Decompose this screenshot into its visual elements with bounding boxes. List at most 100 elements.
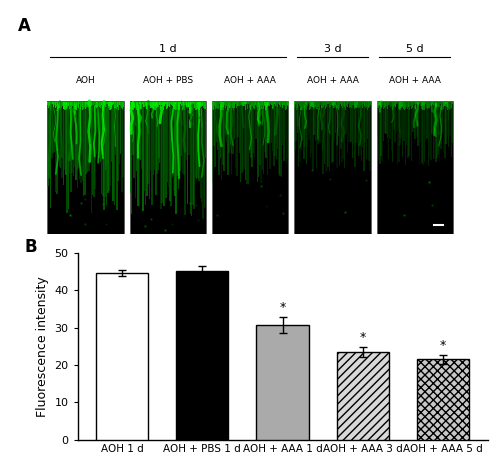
Bar bbox=[202, 102, 203, 106]
Bar bbox=[62, 101, 64, 185]
Bar bbox=[164, 101, 166, 206]
Bar bbox=[218, 102, 220, 104]
Bar bbox=[366, 101, 367, 159]
Bar bbox=[398, 102, 400, 109]
Bar bbox=[268, 102, 270, 105]
Bar bbox=[310, 101, 311, 158]
Bar bbox=[396, 102, 397, 104]
Bar bbox=[440, 102, 442, 110]
Bar bbox=[253, 102, 254, 108]
Bar bbox=[93, 102, 94, 105]
Bar bbox=[221, 101, 222, 180]
Bar bbox=[142, 102, 143, 104]
Bar bbox=[340, 101, 342, 149]
Bar bbox=[166, 101, 168, 182]
Bar bbox=[438, 102, 440, 107]
Bar bbox=[263, 101, 264, 175]
Bar bbox=[94, 101, 96, 189]
Bar bbox=[414, 102, 415, 104]
Bar bbox=[286, 102, 288, 105]
Bar bbox=[72, 101, 73, 173]
Bar bbox=[300, 101, 301, 162]
Bar bbox=[58, 101, 60, 167]
Bar bbox=[205, 102, 206, 109]
Bar bbox=[107, 101, 108, 193]
Bar bbox=[273, 102, 274, 108]
Bar bbox=[262, 102, 264, 109]
Bar bbox=[274, 102, 275, 104]
Bar bbox=[316, 102, 318, 109]
Bar bbox=[254, 101, 256, 157]
Bar bbox=[244, 101, 245, 169]
Bar bbox=[148, 102, 150, 106]
Bar bbox=[272, 102, 274, 110]
Bar bbox=[170, 102, 171, 104]
Bar bbox=[322, 101, 324, 174]
Bar bbox=[121, 102, 122, 109]
Bar bbox=[146, 102, 147, 109]
Bar bbox=[169, 102, 170, 107]
Bar bbox=[187, 101, 188, 204]
Bar bbox=[418, 102, 419, 105]
Bar bbox=[230, 101, 231, 146]
Bar bbox=[212, 102, 213, 109]
Bar bbox=[123, 102, 124, 107]
Bar bbox=[332, 101, 334, 162]
Bar bbox=[106, 101, 108, 205]
Bar bbox=[278, 102, 279, 104]
Bar bbox=[270, 102, 272, 104]
Bar bbox=[134, 101, 136, 197]
Bar bbox=[424, 101, 425, 161]
Bar bbox=[268, 101, 270, 142]
Bar bbox=[252, 101, 253, 167]
Bar bbox=[114, 102, 116, 108]
Bar bbox=[440, 102, 441, 104]
Bar bbox=[94, 102, 95, 104]
Bar bbox=[68, 101, 69, 209]
Bar bbox=[53, 102, 54, 107]
Text: AOH: AOH bbox=[76, 76, 96, 86]
Bar bbox=[98, 101, 100, 158]
Bar bbox=[376, 102, 378, 105]
Text: AOH + AAA: AOH + AAA bbox=[306, 76, 358, 86]
Bar bbox=[134, 101, 135, 178]
Bar bbox=[100, 101, 101, 162]
Bar bbox=[340, 102, 342, 104]
Bar bbox=[187, 102, 188, 107]
Bar bbox=[55, 102, 56, 108]
Bar bbox=[165, 102, 166, 104]
Bar bbox=[152, 102, 154, 110]
Bar bbox=[271, 102, 272, 104]
Bar bbox=[192, 101, 194, 205]
Bar bbox=[408, 102, 409, 107]
Bar bbox=[415, 102, 416, 109]
Bar bbox=[184, 101, 186, 215]
Bar bbox=[328, 101, 330, 171]
Bar bbox=[248, 101, 249, 184]
Bar bbox=[338, 102, 340, 110]
Bar bbox=[416, 102, 417, 104]
Bar bbox=[436, 102, 437, 107]
Bar bbox=[198, 101, 200, 181]
Bar bbox=[256, 102, 257, 107]
Bar bbox=[410, 102, 411, 106]
Bar bbox=[401, 101, 402, 134]
Bar bbox=[104, 102, 106, 108]
Bar bbox=[229, 102, 230, 108]
Bar bbox=[353, 101, 354, 144]
Bar bbox=[363, 101, 364, 170]
Bar bbox=[227, 101, 228, 176]
Bar bbox=[361, 102, 362, 105]
Bar bbox=[156, 102, 158, 108]
Bar bbox=[383, 101, 384, 141]
Bar bbox=[404, 101, 405, 141]
Bar bbox=[240, 102, 241, 105]
Bar bbox=[235, 102, 236, 104]
Bar bbox=[281, 102, 282, 104]
Bar bbox=[226, 102, 228, 106]
Bar bbox=[349, 101, 350, 142]
Bar bbox=[306, 102, 307, 110]
Bar bbox=[150, 102, 152, 108]
Bar bbox=[380, 101, 382, 156]
Text: AOH + AAA: AOH + AAA bbox=[224, 76, 276, 86]
